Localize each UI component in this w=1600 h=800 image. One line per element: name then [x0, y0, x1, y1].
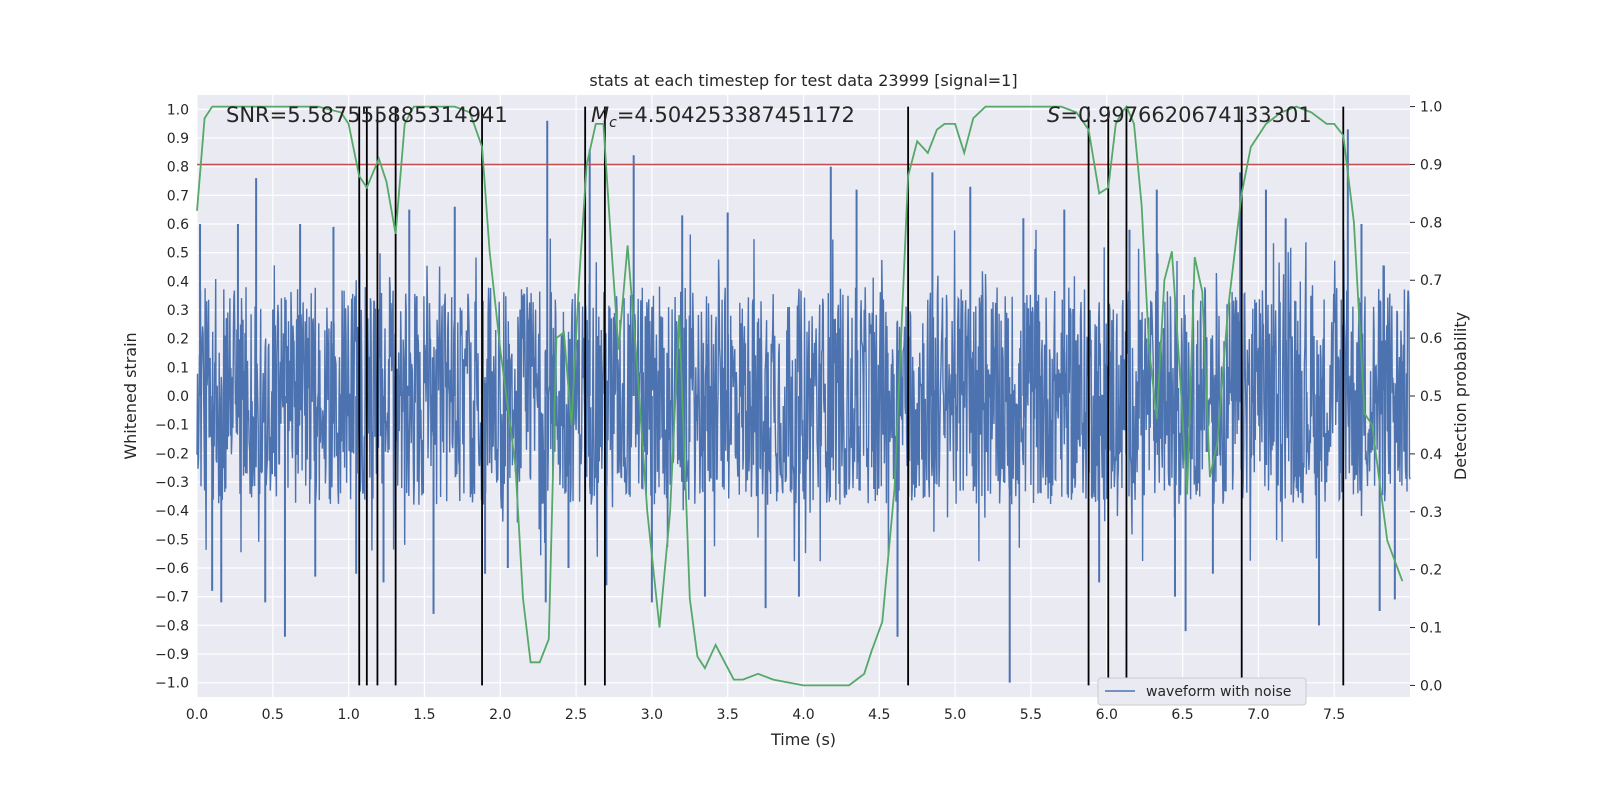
x-tick-label: 0.0 [186, 707, 208, 723]
chirp-mass-annotation: Mc=4.504253387451172 [591, 103, 855, 131]
y-axis-label-left: Whitened strain [121, 332, 140, 459]
x-tick-label: 5.0 [944, 707, 966, 723]
x-tick-label: 2.0 [489, 707, 511, 723]
y-tick-label-left: 0.2 [167, 332, 189, 348]
y-tick-label-right: 0.4 [1420, 447, 1442, 463]
y-tick-label-right: 0.0 [1420, 678, 1442, 694]
y-tick-label-left: 0.5 [167, 246, 189, 262]
x-tick-label: 1.5 [413, 707, 435, 723]
s-annotation: S=0.9976620674133301 [1047, 103, 1312, 127]
y-tick-label-left: −0.1 [155, 418, 189, 434]
s-symbol: S [1047, 103, 1060, 127]
x-tick-label: 4.0 [792, 707, 814, 723]
y-tick-label-left: 0.0 [167, 389, 189, 405]
y-tick-label-left: 0.8 [167, 160, 189, 176]
y-tick-label-left: −1.0 [155, 676, 189, 692]
y-tick-label-right: 0.2 [1420, 563, 1442, 579]
y-tick-label-left: 0.4 [167, 274, 189, 290]
legend-label: waveform with noise [1146, 684, 1291, 700]
y-tick-label-right: 0.7 [1420, 273, 1442, 289]
legend: waveform with noise [1097, 677, 1307, 706]
x-tick-label: 5.5 [1020, 707, 1042, 723]
snr-annotation: SNR=5.587555885314941 [226, 103, 508, 127]
x-tick-label: 3.0 [641, 707, 663, 723]
y-tick-label-right: 0.6 [1420, 331, 1442, 347]
y-tick-label-right: 1.0 [1420, 100, 1442, 116]
legend-box [1097, 677, 1307, 706]
y-tick-label-left: 0.6 [167, 217, 189, 233]
y-tick-label-left: −0.9 [155, 647, 189, 663]
y-tick-label-left: 1.0 [167, 102, 189, 118]
probability-line [196, 104, 1404, 687]
chart-title: stats at each timestep for test data 239… [589, 71, 1017, 90]
y-tick-label-left: 0.7 [167, 188, 189, 204]
x-tick-label: 6.5 [1171, 707, 1193, 723]
y-axis-label-right: Detection probability [1451, 312, 1470, 480]
x-tick-label: 6.0 [1096, 707, 1118, 723]
y-tick-label-left: −0.7 [155, 590, 189, 606]
y-tick-label-left: −0.2 [155, 446, 189, 462]
mc-value: =4.504253387451172 [617, 103, 855, 127]
y-tick-label-right: 0.5 [1420, 389, 1442, 405]
y-tick-label-left: −0.8 [155, 618, 189, 634]
y-tick-label-left: −0.4 [155, 504, 189, 520]
x-tick-label: 0.5 [262, 707, 284, 723]
y-tick-label-right: 0.1 [1420, 621, 1442, 637]
y-tick-label-left: 0.9 [167, 131, 189, 147]
plot-content [196, 104, 1411, 687]
y-tick-label-right: 0.8 [1420, 215, 1442, 231]
y-tick-label-left: −0.3 [155, 475, 189, 491]
x-tick-label: 7.5 [1323, 707, 1345, 723]
y-tick-label-left: −0.5 [155, 532, 189, 548]
x-axis-label: Time (s) [770, 730, 836, 749]
mc-symbol: M [591, 103, 609, 127]
x-tick-label: 3.5 [717, 707, 739, 723]
x-tick-label: 7.0 [1247, 707, 1269, 723]
x-tick-label: 2.5 [565, 707, 587, 723]
mc-subscript: c [609, 115, 617, 131]
y-tick-label-right: 0.3 [1420, 505, 1442, 521]
y-tick-label-left: −0.6 [155, 561, 189, 577]
y-tick-label-left: 0.1 [167, 360, 189, 376]
x-tick-label: 4.5 [868, 707, 890, 723]
y-tick-label-left: 0.3 [167, 303, 189, 319]
y-tick-label-right: 0.9 [1420, 157, 1442, 173]
axes: 0.0 0.5 1.0 1.5 2.0 2.5 3.0 3.5 4.0 4.5 5.0 5.5 6.0 6… [155, 100, 1442, 723]
s-value: =0.9976620674133301 [1060, 103, 1311, 127]
x-tick-label: 1.0 [337, 707, 359, 723]
